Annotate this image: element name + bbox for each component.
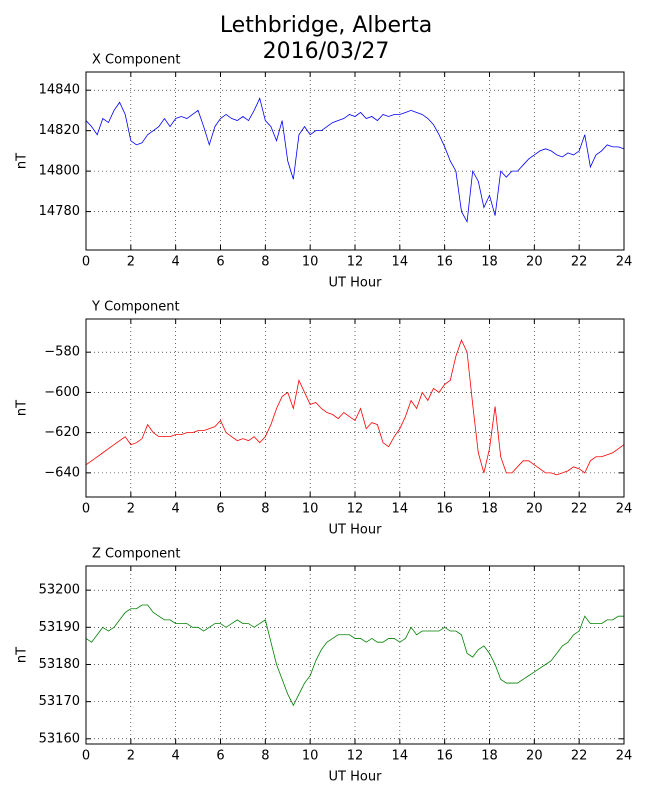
axes-frame bbox=[85, 71, 625, 251]
x-tick-label: 12 bbox=[347, 502, 364, 517]
subplot-title: Z Component bbox=[92, 547, 181, 562]
y-tick-label: −580 bbox=[44, 345, 80, 360]
x-axis-label: UT Hour bbox=[329, 770, 383, 785]
x-tick-label: 20 bbox=[526, 255, 543, 270]
x-tick-label: 18 bbox=[481, 502, 498, 517]
x-tick-label: 2 bbox=[127, 749, 135, 764]
y-tick-label: 14820 bbox=[39, 123, 80, 138]
x-tick-label: 4 bbox=[172, 502, 180, 517]
y-tick-label: 53160 bbox=[39, 731, 80, 746]
x-tick-label: 16 bbox=[436, 749, 453, 764]
x-tick-label: 8 bbox=[261, 255, 269, 270]
figure-title: Lethbridge, Alberta bbox=[220, 13, 432, 38]
x-tick-label: 10 bbox=[302, 502, 319, 517]
y-tick-label: 53170 bbox=[39, 694, 80, 709]
axes-frame bbox=[85, 565, 625, 745]
x-axis-label: UT Hour bbox=[329, 276, 383, 291]
x-tick-label: 20 bbox=[526, 749, 543, 764]
x-tick-label: 10 bbox=[302, 255, 319, 270]
x-tick-label: 12 bbox=[347, 749, 364, 764]
x-tick-label: 6 bbox=[216, 749, 224, 764]
y-tick-label: 14840 bbox=[39, 83, 80, 98]
data-line bbox=[85, 604, 624, 707]
y-tick-label: 14800 bbox=[39, 164, 80, 179]
y-tick-label: −600 bbox=[44, 385, 80, 400]
y-tick-label: −640 bbox=[44, 465, 80, 480]
x-tick-label: 16 bbox=[436, 502, 453, 517]
figure-subtitle: 2016/03/27 bbox=[263, 39, 390, 64]
data-line bbox=[85, 339, 625, 476]
x-tick-label: 18 bbox=[481, 749, 498, 764]
x-tick-label: 16 bbox=[436, 255, 453, 270]
y-axis-label: nT bbox=[15, 153, 30, 169]
x-tick-label: 6 bbox=[216, 255, 224, 270]
x-tick-label: 4 bbox=[172, 749, 180, 764]
x-tick-label: 8 bbox=[261, 749, 269, 764]
x-tick-label: 22 bbox=[571, 255, 588, 270]
y-tick-label: 14780 bbox=[39, 204, 80, 219]
x-tick-label: 20 bbox=[526, 502, 543, 517]
x-tick-label: 24 bbox=[616, 502, 633, 517]
x-tick-label: 6 bbox=[216, 502, 224, 517]
x-tick-label: 24 bbox=[616, 749, 633, 764]
x-tick-label: 14 bbox=[392, 502, 409, 517]
x-tick-label: 22 bbox=[571, 749, 588, 764]
y-tick-label: 53180 bbox=[39, 657, 80, 672]
x-tick-label: 18 bbox=[481, 255, 498, 270]
x-tick-label: 0 bbox=[82, 749, 90, 764]
x-tick-label: 2 bbox=[127, 255, 135, 270]
x-tick-label: 0 bbox=[82, 502, 90, 517]
y-tick-label: −620 bbox=[44, 425, 80, 440]
subplot-title: X Component bbox=[92, 53, 181, 68]
y-tick-label: 53200 bbox=[39, 583, 80, 598]
y-axis-label: nT bbox=[15, 647, 30, 663]
y-tick-label: 53190 bbox=[39, 620, 80, 635]
x-tick-label: 0 bbox=[82, 255, 90, 270]
x-tick-label: 22 bbox=[571, 502, 588, 517]
y-axis-label: nT bbox=[15, 400, 30, 416]
x-tick-label: 24 bbox=[616, 255, 633, 270]
data-line bbox=[85, 97, 625, 223]
x-tick-label: 8 bbox=[261, 502, 269, 517]
x-tick-label: 10 bbox=[302, 749, 319, 764]
x-tick-label: 12 bbox=[347, 255, 364, 270]
x-tick-label: 14 bbox=[392, 255, 409, 270]
x-axis-label: UT Hour bbox=[329, 523, 383, 538]
x-tick-label: 2 bbox=[127, 502, 135, 517]
axes-frame bbox=[85, 318, 625, 498]
subplot-title: Y Component bbox=[91, 300, 180, 315]
x-tick-label: 14 bbox=[392, 749, 409, 764]
x-tick-label: 4 bbox=[172, 255, 180, 270]
